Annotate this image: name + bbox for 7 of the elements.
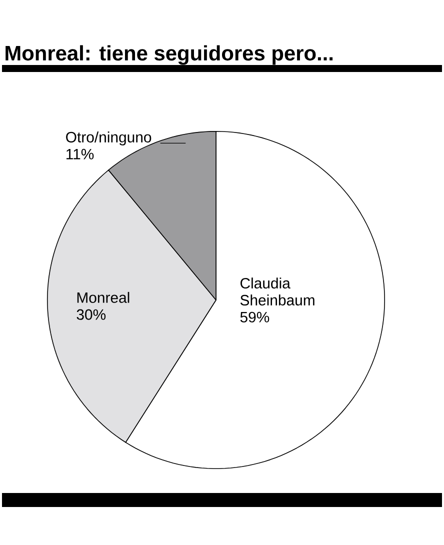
slice-label: Claudia Sheinbaum <box>240 278 314 306</box>
chart-title: Monreal: tiene seguidores pero... <box>6 45 333 65</box>
slice-label: Monreal <box>77 292 130 303</box>
data-label: 59% <box>240 312 270 322</box>
slice-label: Otro/ninguno <box>66 132 152 146</box>
data-label: 30% <box>76 309 106 320</box>
data-label: 11% <box>66 148 94 160</box>
